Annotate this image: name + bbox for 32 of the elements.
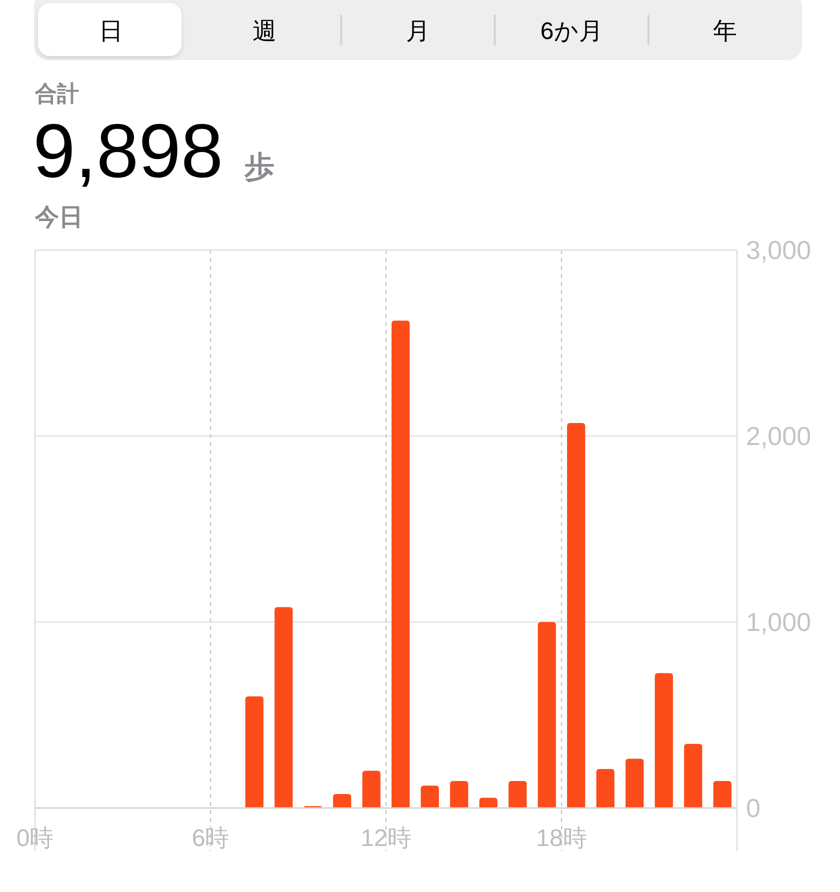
y-tick-label: 2,000 (746, 421, 812, 451)
chart-subtitle: 今日 (34, 204, 83, 231)
bar (420, 786, 439, 808)
bar (274, 607, 293, 808)
chart-title: 9,898 歩 (33, 109, 274, 194)
text: 日 (98, 18, 123, 45)
bar (362, 770, 380, 808)
bar (538, 622, 556, 808)
bar (567, 422, 586, 808)
x-tick-label: 18時 (536, 825, 587, 852)
x-tick-label: 0時 (16, 825, 54, 852)
x-tick-label: 12時 (360, 825, 412, 852)
bar (654, 673, 673, 808)
text: 週 (252, 18, 276, 45)
bar (596, 768, 614, 808)
bar (450, 781, 468, 808)
bar (245, 696, 264, 808)
y-tick-label: 1,000 (746, 607, 812, 637)
x-tick-label: 6時 (192, 825, 230, 852)
bar (479, 798, 498, 808)
y-tick-label: 0 (746, 793, 760, 823)
bar (626, 758, 644, 808)
text: 年 (713, 18, 738, 45)
y-tick-label: 3,000 (746, 235, 812, 265)
text: 6か月 (540, 18, 603, 45)
text: 月 (406, 18, 430, 45)
text: 合計 (34, 81, 79, 106)
bar (333, 794, 352, 808)
bar (392, 320, 410, 808)
bar (508, 781, 527, 808)
bar (684, 744, 702, 808)
bar (713, 781, 732, 808)
